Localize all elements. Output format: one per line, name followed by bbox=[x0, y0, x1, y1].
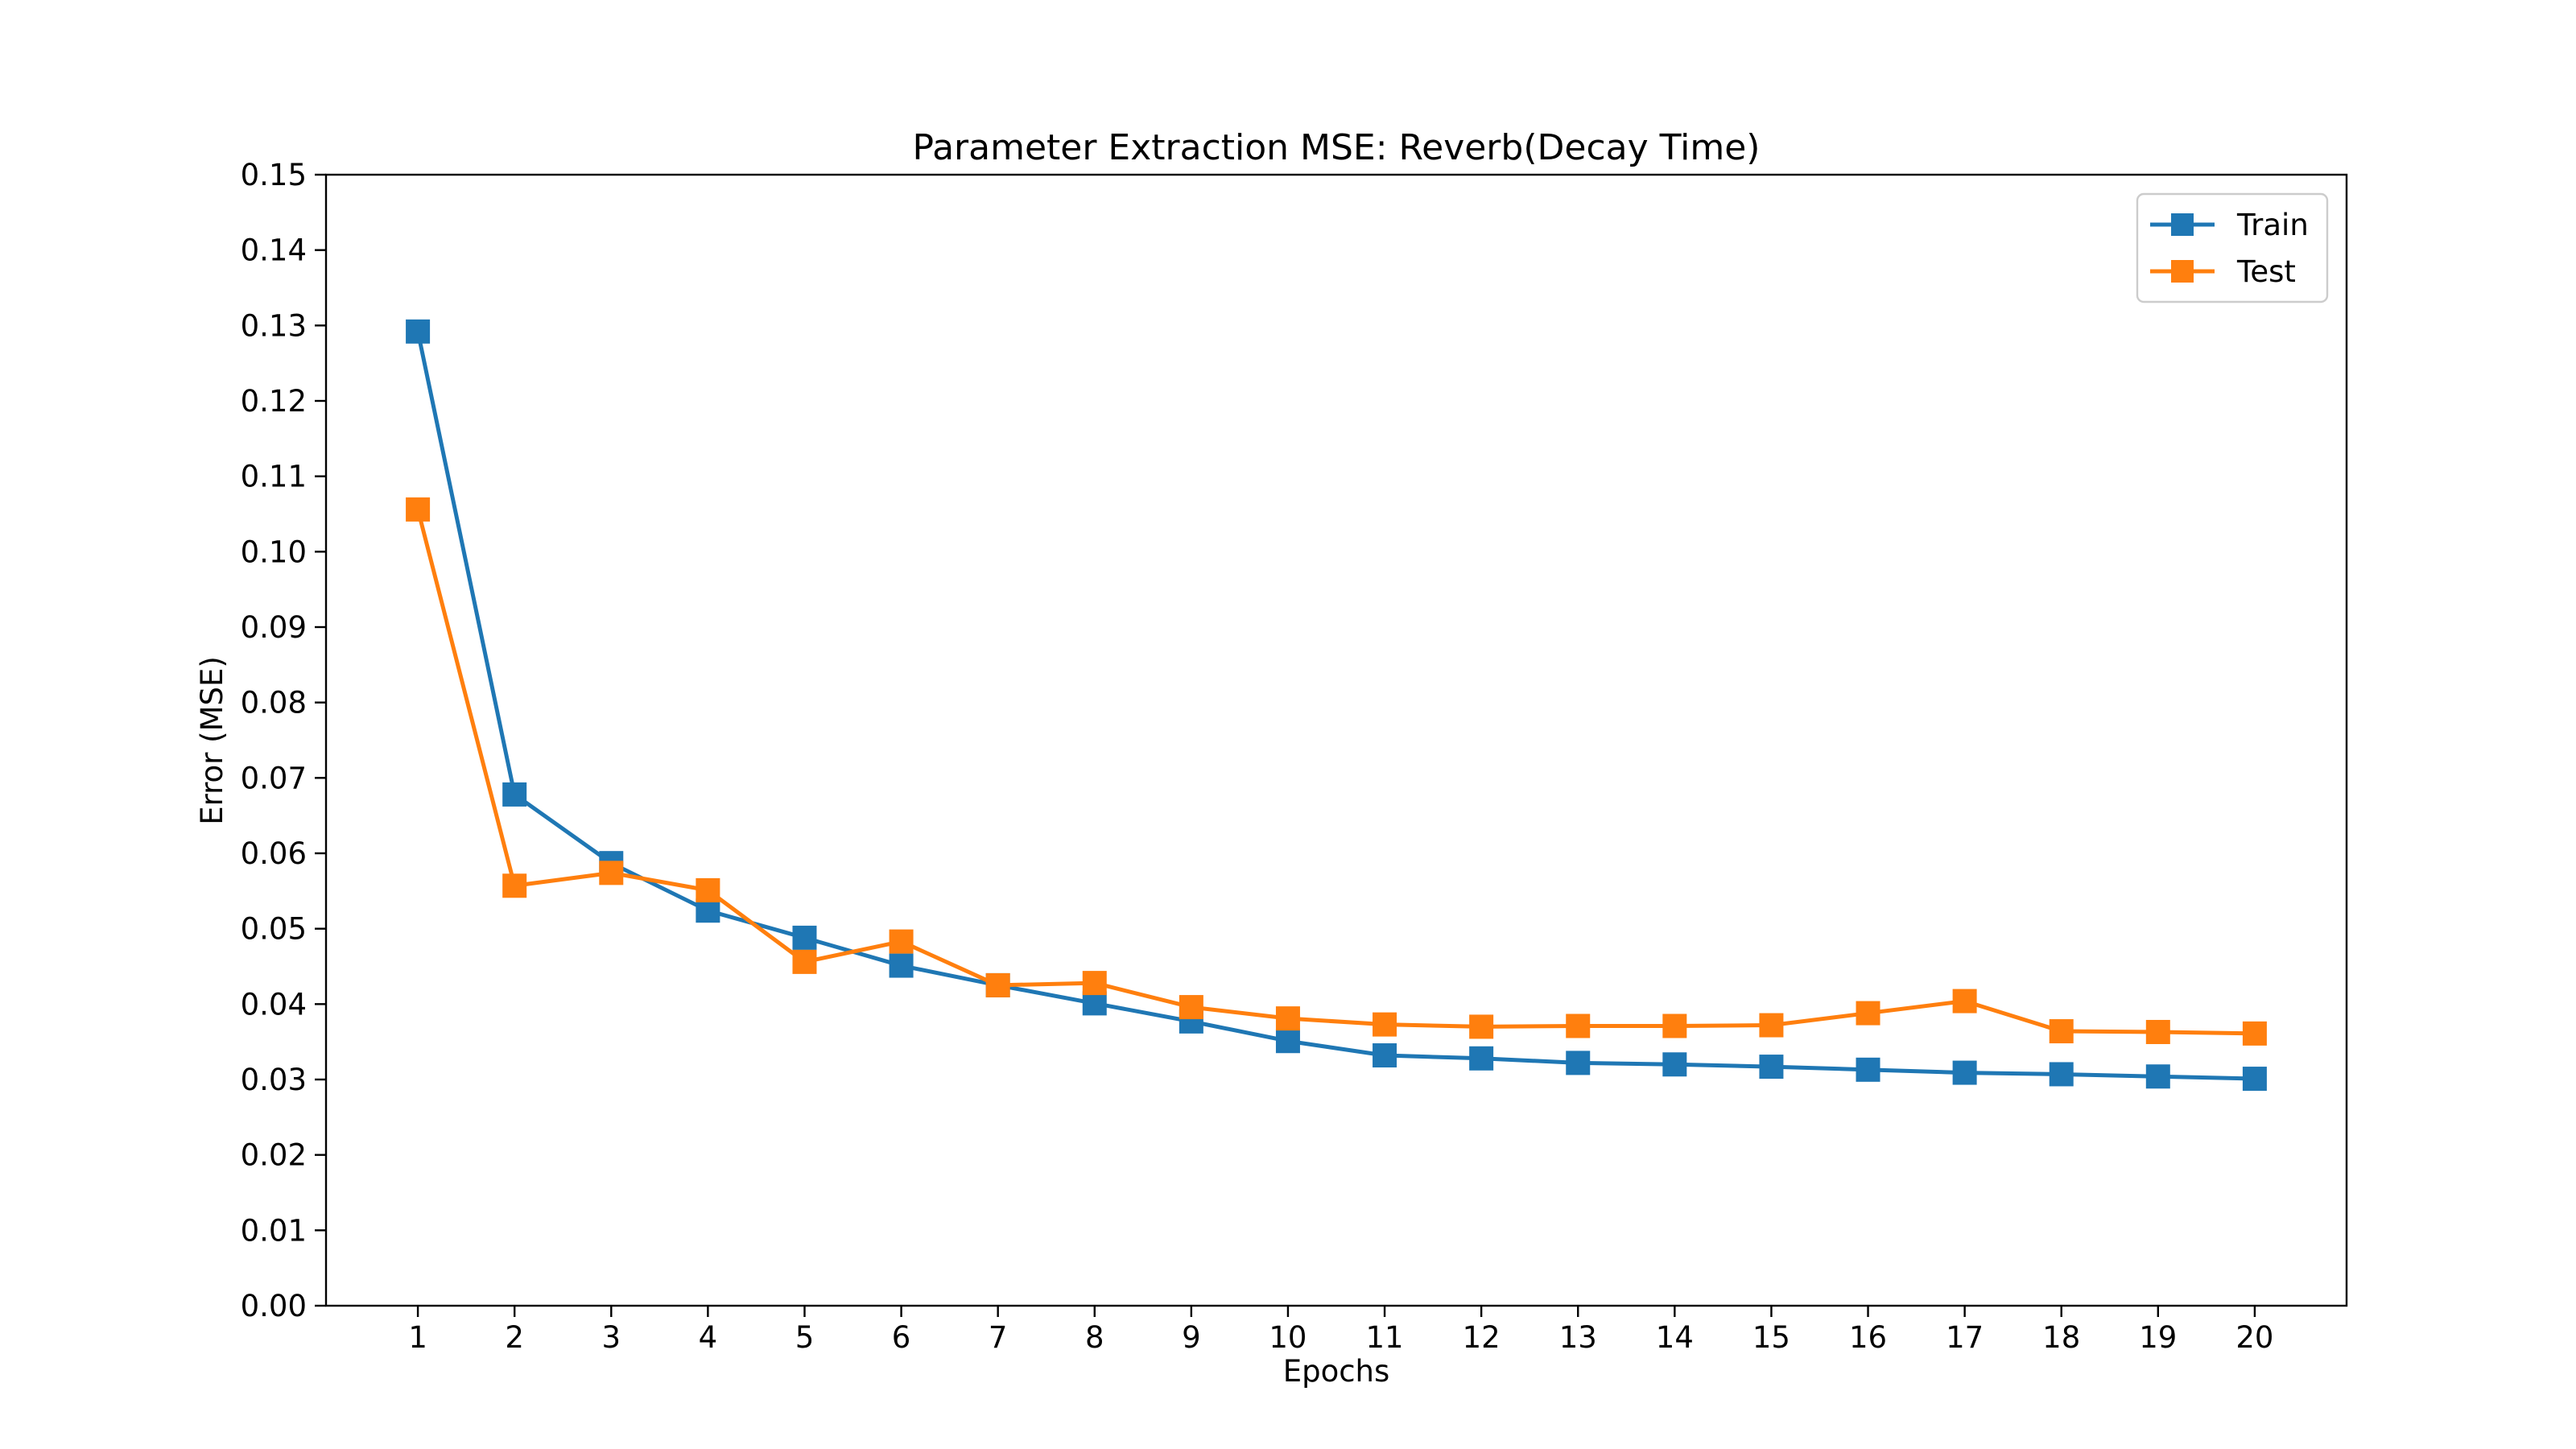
data-point-test bbox=[599, 861, 624, 886]
x-tick-label: 12 bbox=[1463, 1320, 1501, 1355]
y-tick-label: 0.11 bbox=[241, 460, 307, 494]
data-point-train bbox=[1566, 1051, 1591, 1075]
axes-layer: 1 2 3 4 5 6 7 8 9 10 11 12 13 14 15 16 17 18 19 200.000.010… bbox=[241, 158, 2348, 1355]
data-point-train bbox=[696, 898, 720, 923]
y-tick-label: 0.15 bbox=[241, 158, 307, 192]
data-point-test bbox=[985, 972, 1010, 997]
x-tick-label: 6 bbox=[892, 1320, 911, 1355]
data-point-train bbox=[1082, 991, 1107, 1016]
y-tick-label: 0.02 bbox=[241, 1138, 307, 1173]
data-point-train bbox=[2242, 1067, 2267, 1092]
x-tick-label: 15 bbox=[1752, 1320, 1790, 1355]
data-point-test bbox=[1469, 1014, 1494, 1039]
y-tick-label: 0.06 bbox=[241, 836, 307, 871]
legend-label: Train bbox=[2236, 208, 2309, 242]
series-line-test bbox=[415, 507, 2257, 1036]
data-point-train bbox=[1275, 1029, 1300, 1054]
data-point-train bbox=[792, 925, 817, 950]
data-point-train bbox=[2145, 1064, 2170, 1089]
y-tick-label: 0.13 bbox=[241, 308, 307, 343]
x-tick-label: 20 bbox=[2235, 1320, 2273, 1355]
x-tick-label: 11 bbox=[1366, 1320, 1404, 1355]
x-tick-label: 17 bbox=[1946, 1320, 1984, 1355]
x-axis-label: Epochs bbox=[1283, 1354, 1390, 1389]
y-tick-label: 0.00 bbox=[241, 1289, 307, 1323]
data-point-train bbox=[502, 782, 527, 807]
data-point-train bbox=[1662, 1052, 1687, 1077]
x-tick-label: 8 bbox=[1085, 1320, 1104, 1355]
x-tick-label: 4 bbox=[699, 1320, 718, 1355]
data-point-test bbox=[696, 877, 720, 902]
data-point-test bbox=[2242, 1021, 2267, 1046]
chart-title: Parameter Extraction MSE: Reverb(Decay T… bbox=[913, 127, 1761, 168]
data-point-test bbox=[1179, 995, 1203, 1020]
data-point-test bbox=[2049, 1019, 2074, 1044]
data-point-test bbox=[1373, 1012, 1397, 1037]
legend-marker bbox=[2171, 213, 2194, 236]
data-point-train bbox=[406, 319, 431, 344]
legend-item-test: Test bbox=[2150, 254, 2296, 289]
y-tick-label: 0.04 bbox=[241, 987, 307, 1022]
data-point-test bbox=[1662, 1013, 1687, 1038]
x-tick-label: 7 bbox=[989, 1320, 1008, 1355]
data-point-test bbox=[1566, 1013, 1591, 1038]
data-point-test bbox=[2145, 1019, 2170, 1044]
legend-item-train: Train bbox=[2150, 208, 2309, 242]
y-tick-label: 0.14 bbox=[241, 233, 307, 268]
series-test bbox=[406, 497, 2267, 1046]
legend-marker bbox=[2171, 260, 2194, 283]
y-tick-label: 0.10 bbox=[241, 535, 307, 569]
x-tick-label: 18 bbox=[2042, 1320, 2080, 1355]
y-tick-label: 0.09 bbox=[241, 610, 307, 645]
y-tick-label: 0.01 bbox=[241, 1213, 307, 1248]
y-tick-label: 0.05 bbox=[241, 912, 307, 947]
x-tick-label: 2 bbox=[505, 1320, 524, 1355]
y-tick-label: 0.12 bbox=[241, 384, 307, 419]
data-point-test bbox=[502, 873, 527, 898]
x-tick-label: 10 bbox=[1269, 1320, 1307, 1355]
data-point-test bbox=[1275, 1006, 1300, 1031]
data-point-train bbox=[889, 953, 914, 978]
data-point-test bbox=[1759, 1013, 1784, 1038]
series-layer bbox=[406, 319, 2267, 1092]
x-tick-label: 13 bbox=[1559, 1320, 1597, 1355]
data-point-train bbox=[1373, 1043, 1397, 1068]
data-point-test bbox=[1856, 1001, 1880, 1026]
x-tick-label: 3 bbox=[602, 1320, 621, 1355]
plot-frame bbox=[324, 173, 2348, 1307]
data-point-test bbox=[1082, 971, 1107, 996]
data-point-test bbox=[1952, 989, 1977, 1013]
x-tick-label: 16 bbox=[1849, 1320, 1887, 1355]
y-tick-label: 0.03 bbox=[241, 1063, 307, 1097]
x-tick-label: 1 bbox=[408, 1320, 427, 1355]
legend: Train Test bbox=[2136, 192, 2329, 303]
data-point-test bbox=[406, 497, 431, 522]
data-point-train bbox=[2049, 1062, 2074, 1087]
data-point-train bbox=[1759, 1055, 1784, 1080]
data-point-test bbox=[792, 949, 817, 974]
x-tick-label: 14 bbox=[1656, 1320, 1694, 1355]
data-point-test bbox=[889, 929, 914, 954]
data-point-train bbox=[1469, 1046, 1494, 1071]
series-line-train bbox=[415, 329, 2257, 1081]
legend-label: Test bbox=[2236, 254, 2296, 289]
y-tick-label: 0.07 bbox=[241, 761, 307, 795]
data-point-train bbox=[1856, 1057, 1880, 1082]
x-tick-label: 19 bbox=[2139, 1320, 2177, 1355]
y-axis-label: Error (MSE) bbox=[195, 656, 229, 825]
x-tick-label: 9 bbox=[1182, 1320, 1201, 1355]
x-tick-label: 5 bbox=[795, 1320, 815, 1355]
y-tick-label: 0.08 bbox=[241, 686, 307, 720]
data-point-train bbox=[1952, 1060, 1977, 1085]
